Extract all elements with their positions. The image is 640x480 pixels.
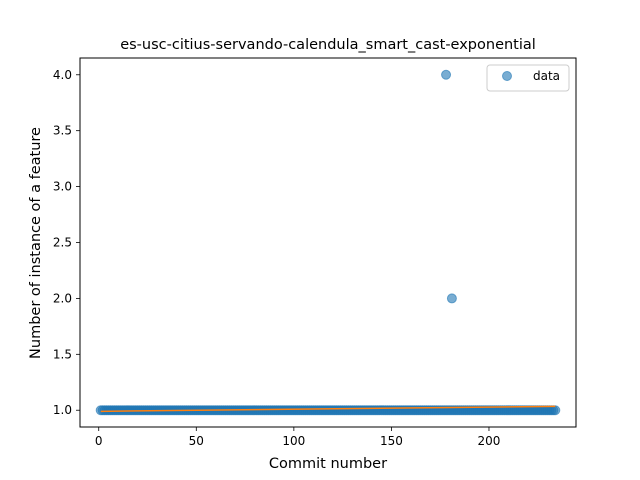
y-axis: 1.0 1.5 2.0 2.5 3.0 3.5 4.0 xyxy=(53,68,80,417)
y-axis-label: Number of instance of a feature xyxy=(28,127,44,359)
y-tick-label: 3.0 xyxy=(53,180,72,194)
x-tick-label: 200 xyxy=(478,434,501,448)
trend-line xyxy=(100,405,556,413)
legend-label-data: data xyxy=(533,69,560,83)
y-tick-label: 1.5 xyxy=(53,347,72,361)
x-axis-label: Commit number xyxy=(269,456,387,472)
y-tick-label: 4.0 xyxy=(53,68,72,82)
x-tick-label: 50 xyxy=(189,434,204,448)
y-tick-label: 2.0 xyxy=(53,291,72,305)
x-tick-label: 150 xyxy=(380,434,403,448)
data-point-outlier xyxy=(446,293,457,304)
legend-marker-data xyxy=(502,71,512,81)
data-point xyxy=(550,405,561,416)
y-tick-label: 2.5 xyxy=(53,236,72,250)
y-tick-label: 1.0 xyxy=(53,403,72,417)
x-tick-label: 0 xyxy=(95,434,103,448)
data-point-outlier xyxy=(441,69,452,80)
x-axis: 0 50 100 150 200 xyxy=(95,427,501,448)
x-tick-label: 100 xyxy=(282,434,305,448)
legend: data xyxy=(486,64,570,92)
y-tick-label: 3.5 xyxy=(53,124,72,138)
chart-title: es-usc-citius-servando-calendula_smart_c… xyxy=(120,37,536,53)
plot-area xyxy=(95,69,561,416)
